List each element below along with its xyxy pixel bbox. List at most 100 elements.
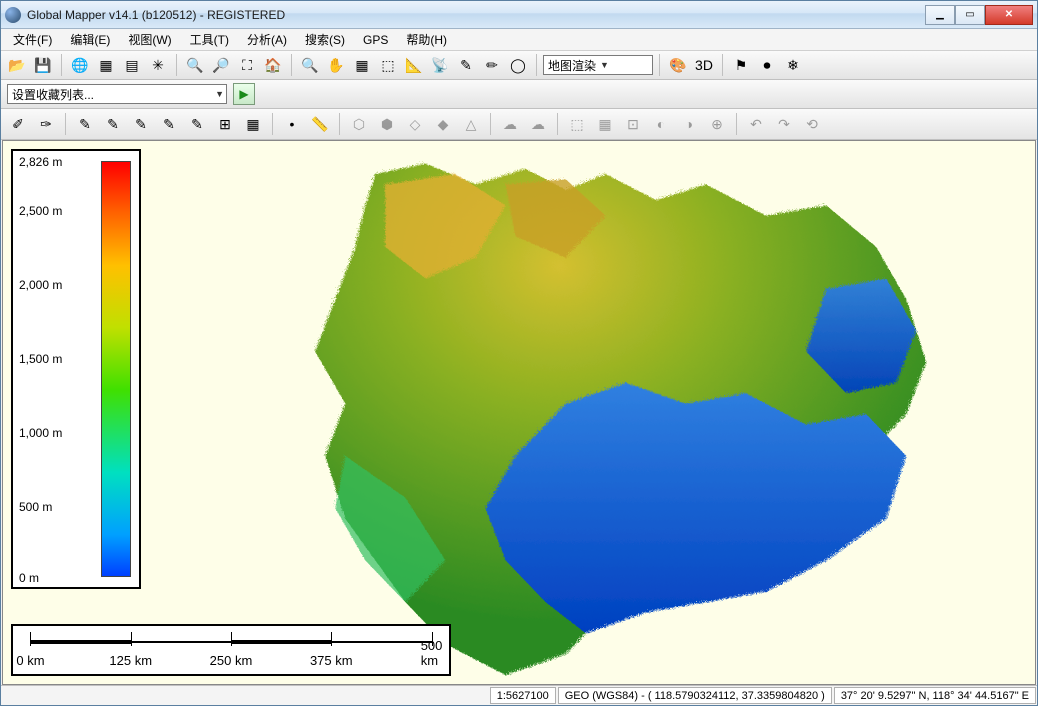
legend-tick-label: 1,000 m [19, 426, 62, 440]
snow-icon[interactable]: ❄ [781, 53, 805, 77]
terrain-map [3, 141, 1035, 684]
separator [536, 54, 537, 76]
record-icon[interactable]: ⏺ [755, 53, 779, 77]
menu-edit[interactable]: 编辑(E) [62, 29, 118, 50]
zoom-extent-icon[interactable]: ⛶ [235, 53, 259, 77]
legend-tick-label: 2,000 m [19, 278, 62, 292]
window-buttons [925, 5, 1033, 25]
scalebar-label: 0 km [16, 653, 44, 668]
grid2-icon[interactable]: ▦ [240, 111, 266, 137]
favorites-combo[interactable]: 设置收藏列表... ▼ [7, 84, 227, 104]
separator [339, 113, 340, 135]
separator [659, 54, 660, 76]
separator [65, 113, 66, 135]
scalebar-label: 125 km [109, 653, 152, 668]
draw-icon[interactable]: 📐 [402, 53, 426, 77]
config-icon[interactable]: ✳ [146, 53, 170, 77]
legend-tick-label: 2,500 m [19, 204, 62, 218]
statusbar: 1:5627100 GEO (WGS84) - ( 118.5790324112… [1, 685, 1037, 705]
close-button[interactable] [985, 5, 1033, 25]
menu-search[interactable]: 搜索(S) [297, 29, 353, 50]
d6-icon: ☁ [497, 111, 523, 137]
open-icon[interactable]: 📂 [5, 53, 29, 77]
chevron-down-icon: ▼ [215, 89, 224, 99]
status-coordinates: 37° 20' 9.5297" N, 118° 34' 44.5167" E [834, 687, 1036, 704]
3d-icon[interactable]: 3D [692, 53, 716, 77]
separator [722, 54, 723, 76]
app-window: Global Mapper v14.1 (b120512) - REGISTER… [0, 0, 1038, 706]
d5-icon: △ [458, 111, 484, 137]
separator [272, 113, 273, 135]
zoom-out-icon[interactable]: 🔎 [209, 53, 233, 77]
layers-icon[interactable]: ▦ [94, 53, 118, 77]
scalebar-segment [30, 640, 130, 644]
style-icon[interactable]: 🎨 [666, 53, 690, 77]
pen3-icon[interactable]: ✎ [128, 111, 154, 137]
digitize1-icon[interactable]: ✐ [5, 111, 31, 137]
separator [61, 54, 62, 76]
measure-icon[interactable]: 📏 [307, 111, 333, 137]
pencil2-icon[interactable]: ✏ [480, 53, 504, 77]
scalebar-label: 375 km [310, 653, 353, 668]
layers2-icon[interactable]: ▤ [120, 53, 144, 77]
net-icon[interactable]: ⊞ [212, 111, 238, 137]
menu-view[interactable]: 视图(W) [120, 29, 179, 50]
minimize-button[interactable] [925, 5, 955, 25]
ruler-icon[interactable]: 🔍 [298, 53, 322, 77]
d4-icon: ◆ [430, 111, 456, 137]
separator [291, 54, 292, 76]
maximize-button[interactable] [955, 5, 985, 25]
legend-tick-label: 2,826 m [19, 155, 62, 169]
menu-help[interactable]: 帮助(H) [398, 29, 455, 50]
d11-icon: ◐ [648, 111, 674, 137]
antenna-icon[interactable]: 📡 [428, 53, 452, 77]
home-icon[interactable]: 🏠 [261, 53, 285, 77]
menu-tools[interactable]: 工具(T) [182, 29, 237, 50]
play-button[interactable]: ▶ [233, 83, 255, 105]
scalebar-tick [331, 632, 332, 646]
d3-icon: ◇ [402, 111, 428, 137]
chevron-down-icon: ▼ [600, 60, 609, 70]
d15-icon: ↷ [771, 111, 797, 137]
scalebar-segment [331, 641, 431, 643]
status-projection: GEO (WGS84) - ( 118.5790324112, 37.33598… [558, 687, 832, 704]
d7-icon: ☁ [525, 111, 551, 137]
map-viewport[interactable]: 2,826 m2,500 m2,000 m1,500 m1,000 m500 m… [2, 140, 1036, 685]
menu-gps[interactable]: GPS [355, 31, 396, 49]
pen1-icon[interactable]: ✎ [72, 111, 98, 137]
pan-icon[interactable]: ✋ [324, 53, 348, 77]
point-icon[interactable]: • [279, 111, 305, 137]
scalebar: 0 km125 km250 km375 km500 km [11, 624, 451, 676]
globe-icon[interactable]: 🌐 [68, 53, 92, 77]
d1-icon: ⬡ [346, 111, 372, 137]
render-combo[interactable]: 地图渲染 ▼ [543, 55, 653, 75]
legend-tick-label: 1,500 m [19, 352, 62, 366]
save-icon[interactable]: 💾 [31, 53, 55, 77]
elevation-legend: 2,826 m2,500 m2,000 m1,500 m1,000 m500 m… [11, 149, 141, 589]
legend-gradient [101, 161, 131, 577]
window-title: Global Mapper v14.1 (b120512) - REGISTER… [27, 8, 925, 22]
app-icon [5, 7, 21, 23]
scalebar-label: 500 km [421, 638, 443, 668]
menu-analysis[interactable]: 分析(A) [239, 29, 295, 50]
pen2-icon[interactable]: ✎ [100, 111, 126, 137]
legend-tick-label: 0 m [19, 571, 39, 585]
menu-file[interactable]: 文件(F) [5, 29, 60, 50]
flag-icon[interactable]: ⚑ [729, 53, 753, 77]
d8-icon: ⬚ [564, 111, 590, 137]
select-icon[interactable]: ⬚ [376, 53, 400, 77]
circle-icon[interactable]: ◯ [506, 53, 530, 77]
toolbar-2: 设置收藏列表... ▼ ▶ [1, 80, 1037, 109]
zoom-in-icon[interactable]: 🔍 [183, 53, 207, 77]
pencil-icon[interactable]: ✎ [454, 53, 478, 77]
grid-icon[interactable]: ▦ [350, 53, 374, 77]
d16-icon: ⟲ [799, 111, 825, 137]
scalebar-segment [231, 640, 331, 644]
toolbar-3: ✐ ✑ ✎ ✎ ✎ ✎ ✎ ⊞ ▦ • 📏 ⬡ ⬢ ◇ ◆ △ ☁ ☁ ⬚ ▦ … [1, 109, 1037, 140]
pen5-icon[interactable]: ✎ [184, 111, 210, 137]
separator [490, 113, 491, 135]
d14-icon: ↶ [743, 111, 769, 137]
digitize2-icon[interactable]: ✑ [33, 111, 59, 137]
titlebar: Global Mapper v14.1 (b120512) - REGISTER… [1, 1, 1037, 29]
pen4-icon[interactable]: ✎ [156, 111, 182, 137]
